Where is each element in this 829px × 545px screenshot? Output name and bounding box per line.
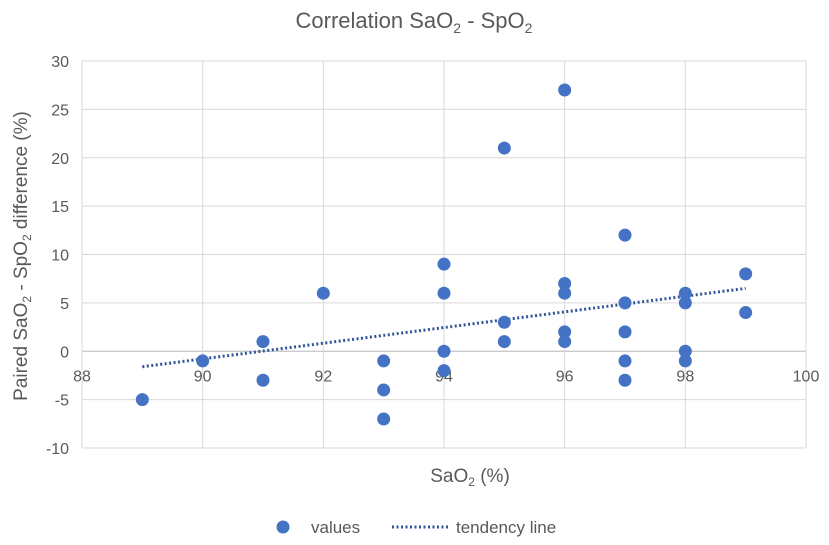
x-tick-label: 98 [676, 368, 694, 385]
data-point [558, 325, 572, 339]
chart-title-sub2: 2 [525, 20, 533, 36]
x-label-tail: (%) [475, 466, 510, 487]
data-point [377, 354, 391, 368]
y-tick-label: -10 [46, 441, 69, 458]
y-tick-label: 30 [51, 54, 69, 71]
data-point [377, 412, 391, 426]
x-tick-label: 88 [73, 368, 91, 385]
y-tick-label: 25 [51, 102, 69, 119]
data-point [678, 296, 692, 310]
chart-title-sub1: 2 [453, 20, 461, 36]
data-point [437, 257, 451, 271]
data-point [739, 306, 753, 320]
y-tick-label: 20 [51, 151, 69, 168]
data-point [618, 228, 632, 242]
legend-tendency-label: tendency line [456, 518, 556, 537]
x-axis-label: SaO2 (%) [430, 466, 510, 489]
chart-title-mid: - SpO [461, 8, 525, 33]
y-tick-label: 10 [51, 248, 69, 265]
y-tick-label: 0 [60, 344, 69, 361]
y-tick-label: 5 [60, 296, 69, 313]
data-point [618, 296, 632, 310]
legend-values-marker [276, 520, 290, 534]
x-tick-label: 96 [556, 368, 574, 385]
y-tick-label: 15 [51, 199, 69, 216]
x-tick-label: 90 [194, 368, 212, 385]
data-point [437, 286, 451, 300]
y-label-mid: - SpO [11, 241, 32, 296]
data-point [437, 364, 451, 378]
chart-title-base: Correlation SaO [296, 8, 454, 33]
data-point [196, 354, 210, 368]
x-tick-label: 92 [314, 368, 332, 385]
data-point [739, 267, 753, 281]
data-point [618, 354, 632, 368]
data-point [618, 325, 632, 339]
data-point [497, 141, 511, 155]
data-point [618, 373, 632, 387]
x-label-base: SaO [430, 466, 468, 487]
x-gridlines [81, 61, 807, 448]
legend-values-label: values [311, 518, 360, 537]
y-tick-labels: -10 -5 0 5 10 15 20 25 30 [46, 54, 69, 458]
chart-title: Correlation SaO2 - SpO2 [296, 8, 533, 36]
data-point [558, 335, 572, 349]
x-tick-label: 100 [793, 368, 820, 385]
data-point [437, 344, 451, 358]
legend: values tendency line [276, 518, 556, 537]
data-point [256, 373, 270, 387]
x-label-sub: 2 [468, 475, 475, 489]
y-tick-label: -5 [55, 393, 69, 410]
data-point [135, 393, 149, 407]
data-point [558, 286, 572, 300]
y-label-tail: difference (%) [11, 111, 32, 234]
data-point [256, 335, 270, 349]
data-point [377, 383, 391, 397]
data-point [678, 344, 692, 358]
y-label-sub2: 2 [20, 234, 34, 241]
data-points [135, 83, 753, 426]
data-point [558, 83, 572, 97]
data-point [497, 315, 511, 329]
y-label-sub1: 2 [20, 296, 34, 303]
data-point [558, 277, 572, 291]
y-label-pre: Paired SaO [11, 303, 32, 401]
data-point [678, 354, 692, 368]
y-axis-label: Paired SaO2 - SpO2 difference (%) [11, 111, 34, 401]
data-point [678, 286, 692, 300]
data-point [316, 286, 330, 300]
data-point [497, 335, 511, 349]
